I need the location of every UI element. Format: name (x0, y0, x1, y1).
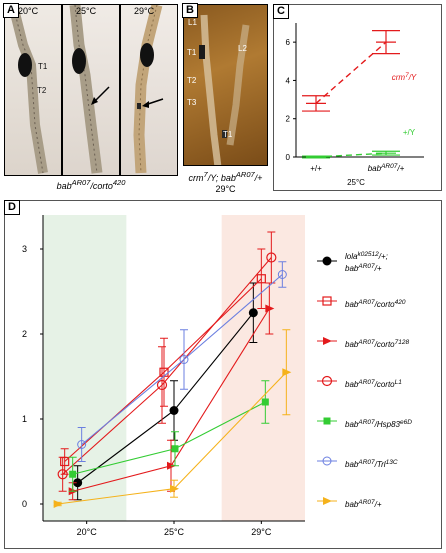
d-point-series-6 (170, 484, 179, 493)
c-legend-crm: crm7/Y (392, 72, 417, 83)
leg-drawing-29c (133, 5, 164, 174)
d-point-series-3 (156, 379, 168, 391)
legend-label-4: babAR07/Hsp83e6D (345, 419, 412, 430)
d-point-series-6 (53, 500, 63, 508)
a-label-t2: T2 (37, 86, 47, 95)
temp-label-25c: 25°C (76, 6, 97, 16)
d-point-series-2 (265, 304, 275, 313)
c-y-tick-label-2: 2 (286, 115, 291, 124)
legend-label-5: babAR07/Trl13C (345, 459, 398, 470)
legend-marker-5 (322, 456, 332, 466)
d-x-label-1: 25°C (164, 527, 185, 537)
d-point-series-3 (266, 252, 277, 263)
d-point-series-4 (69, 470, 77, 478)
d-x-label-0: 20°C (77, 527, 98, 537)
c-legend-wt: +/Y (403, 128, 416, 137)
band-20c (43, 215, 127, 521)
photo-b (183, 4, 268, 166)
photo-29c (120, 4, 178, 176)
panel-d: D 0 1 2 3 20°C 25°C 29°C lolak02512/+; babAR07/+… (4, 200, 442, 549)
legend-marker-3 (321, 375, 333, 387)
leg-drawing-20c (8, 5, 48, 174)
d-point-series-4 (171, 445, 179, 453)
panel-b-temp: 29°C (215, 184, 236, 194)
panel-c: C 0 2 4 6 crm7/Y +/Y +/+ babAR07/+ 25°C (273, 4, 442, 191)
band-29c (221, 215, 305, 521)
c-y-tick-label-0: 0 (286, 153, 291, 162)
d-point-series-6 (282, 368, 292, 377)
c-y-tick-label-4: 4 (286, 76, 291, 85)
d-x-label-2: 29°C (251, 527, 272, 537)
legend-label-3: babAR07/cortoL1 (345, 379, 402, 390)
panel-d-label: D (4, 200, 20, 215)
legend-label-1: babAR07/corto420 (345, 299, 406, 310)
c-x-label-bab: babAR07/+ (368, 163, 405, 174)
d-point-series-0 (169, 406, 179, 415)
c-series-line-0 (315, 41, 387, 104)
legend-label-0-line2: babAR07/+ (345, 263, 382, 274)
panel-a: A 20°C 25°C 29°C T1 T2 babAR07/cor (3, 3, 178, 191)
b-label-t1-lower: T1 (223, 130, 233, 139)
d-y-tick-label-3: 3 (22, 244, 27, 254)
panel-b-genotype: crm7/Y; babAR07/+ 29°C (188, 170, 263, 194)
panel-a-label: A (3, 3, 19, 18)
b-label-t1-upper: T1 (187, 48, 197, 57)
leg-drawing-25c (69, 5, 110, 174)
a-label-t1: T1 (38, 62, 48, 71)
d-y-tick-label-0: 0 (22, 499, 27, 509)
d-point-series-0 (248, 308, 258, 318)
legs-drawing-b (199, 14, 250, 165)
legend-marker-6 (323, 497, 332, 505)
legend-marker-2 (323, 337, 332, 345)
d-point-series-1 (256, 274, 266, 284)
photo-20c (4, 4, 62, 176)
b-label-t3: T3 (187, 98, 197, 107)
d-point-series-0 (73, 478, 83, 488)
d-point-series-5 (77, 440, 87, 449)
legend-label-6: babAR07/+ (345, 499, 382, 510)
d-y-tick-label-2: 2 (22, 329, 27, 339)
c-x-label-wt: +/+ (310, 164, 322, 173)
chart-c: 0 2 4 6 crm7/Y +/Y +/+ babAR07/+25°C (286, 23, 424, 187)
c-bottom-label: 25°C (347, 178, 365, 187)
panel-b-label: B (182, 3, 198, 18)
d-point-series-3 (57, 469, 68, 480)
panel-b: B L1 L2 T1 T2 T3 T1 crm7/Y; babAR07/+ 29… (182, 3, 268, 194)
legend-label-2: babAR07/corto7128 (345, 339, 409, 350)
b-label-t2: T2 (187, 76, 197, 85)
d-y-tick-label-1: 1 (22, 414, 27, 424)
b-label-l2: L2 (238, 44, 247, 53)
d-point-series-5 (179, 355, 189, 364)
panel-c-label: C (273, 4, 289, 19)
d-point-series-4 (261, 398, 269, 406)
legend-marker-1 (322, 296, 332, 306)
panel-a-genotype: babAR07/corto420 (56, 178, 126, 191)
legend-marker-0 (322, 256, 332, 266)
temp-label-29c: 29°C (134, 6, 155, 16)
legend-label-0: lolak02512/+; (345, 251, 388, 262)
d-point-series-5 (277, 270, 287, 279)
legend-marker-4 (323, 417, 331, 425)
temp-label-20c: 20°C (18, 6, 39, 16)
photo-25c (62, 4, 120, 176)
c-y-tick-label-6: 6 (286, 38, 291, 47)
b-label-l1: L1 (188, 18, 197, 27)
